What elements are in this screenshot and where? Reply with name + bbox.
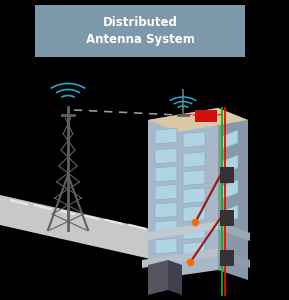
Polygon shape [142,221,218,241]
Polygon shape [183,242,205,257]
Polygon shape [155,238,177,254]
Bar [220,210,234,226]
Polygon shape [155,148,177,164]
Polygon shape [148,108,248,132]
Polygon shape [0,195,155,260]
Polygon shape [155,184,177,200]
Polygon shape [183,132,205,148]
Polygon shape [218,108,248,280]
Polygon shape [148,108,218,280]
Polygon shape [222,155,238,174]
Polygon shape [218,248,250,268]
Polygon shape [148,260,168,295]
Polygon shape [183,206,205,221]
Polygon shape [155,166,177,182]
Bar [35,5,245,57]
Polygon shape [155,128,177,144]
Polygon shape [183,170,205,185]
Text: Distributed
Antenna System: Distributed Antenna System [86,16,194,46]
Polygon shape [142,248,218,268]
Bar [220,250,234,266]
Polygon shape [183,152,205,167]
Polygon shape [222,180,238,199]
Polygon shape [155,220,177,236]
Bar [195,110,217,122]
Bar [220,167,234,183]
Polygon shape [155,202,177,218]
Polygon shape [218,221,250,241]
Polygon shape [168,260,182,295]
Polygon shape [222,130,238,149]
Polygon shape [183,224,205,239]
Polygon shape [222,205,238,224]
Polygon shape [183,188,205,203]
